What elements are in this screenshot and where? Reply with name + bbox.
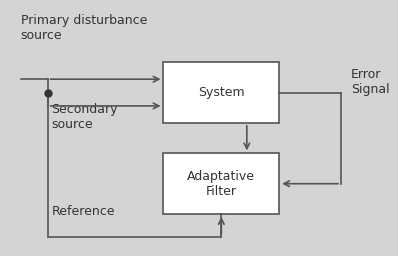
FancyBboxPatch shape [164, 62, 279, 123]
Text: Reference: Reference [52, 205, 115, 218]
FancyBboxPatch shape [164, 153, 279, 214]
Text: System: System [198, 86, 245, 99]
Text: Secondary
source: Secondary source [52, 103, 118, 131]
Text: Error
Signal: Error Signal [351, 68, 389, 97]
Text: Primary disturbance
source: Primary disturbance source [21, 14, 147, 42]
Text: Adaptative
Filter: Adaptative Filter [187, 170, 256, 198]
